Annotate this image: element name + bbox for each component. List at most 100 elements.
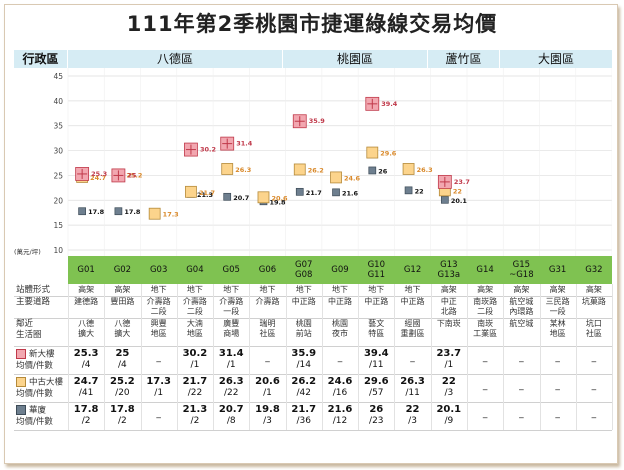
- legend-sublabel: 均價/件數: [16, 388, 53, 399]
- price-cell: 29.6/57: [358, 376, 394, 399]
- table-column-line: [249, 284, 251, 430]
- mid-point: [257, 191, 270, 204]
- table-cell: 中正路: [400, 297, 425, 306]
- station-code: G07 G08: [295, 260, 313, 280]
- price-value: 25.2: [110, 376, 135, 387]
- table-row: [14, 296, 612, 319]
- y-tick-label: 30: [53, 147, 63, 156]
- y-tick-label: 15: [53, 221, 63, 230]
- price-cell: 23.7/1: [431, 348, 467, 371]
- table-cell: 地下: [404, 285, 421, 294]
- apt-point: [78, 207, 86, 216]
- empty-cell: _: [482, 353, 488, 363]
- district-luzhu: 蘆竹區: [428, 50, 500, 68]
- row-label: 主要道路: [16, 297, 51, 307]
- price-cell: 21.7/22: [177, 376, 213, 399]
- mid-label: 20.6: [271, 194, 288, 202]
- table-cell: 下南崁: [436, 319, 461, 328]
- station-code: G31: [548, 265, 567, 275]
- price-cell: 25/4: [104, 348, 140, 371]
- apt-point: [440, 195, 449, 204]
- apt-point: [368, 166, 377, 175]
- price-cell: 30.2/1: [177, 348, 213, 371]
- mid-point: [366, 146, 379, 159]
- table-column-line: [430, 284, 432, 430]
- new-label: 39.4: [381, 100, 398, 108]
- price-count: /4: [81, 360, 91, 370]
- table-cell: 中正路: [364, 297, 389, 306]
- apt-point: [114, 207, 123, 216]
- mid-label: 24.6: [344, 174, 361, 182]
- table-row: [14, 374, 612, 403]
- mid-point: [148, 207, 161, 220]
- table-cell: 航空城: [509, 319, 534, 328]
- price-count: /2: [190, 416, 200, 426]
- table-cell: 三民路 一段: [545, 297, 570, 316]
- price-cell: 17.3/1: [141, 376, 177, 399]
- price-cell: 17.8/2: [68, 404, 104, 427]
- apt-label: 26: [378, 167, 388, 175]
- table-cell: 豐田路: [110, 297, 135, 306]
- legend-label: 中古大樓: [29, 377, 64, 388]
- table-cell: 南崁路 二段: [473, 297, 498, 316]
- apt-label: 20.1: [451, 197, 468, 205]
- y-tick-label: 35: [53, 122, 63, 131]
- price-cell: 21.6/12: [322, 404, 358, 427]
- price-cell: 19.8/3: [249, 404, 285, 427]
- mid-label: 24.7: [90, 174, 106, 182]
- y-tick-label: 10: [53, 246, 63, 255]
- table-column-line: [612, 284, 614, 430]
- station-code: G06: [258, 265, 277, 275]
- price-value: 25.3: [73, 348, 99, 359]
- page-title: 111年第2季桃園市捷運綠線交易均價: [126, 12, 498, 36]
- price-value: 30.2: [182, 348, 208, 359]
- price-value: 23.7: [436, 348, 462, 359]
- price-count: /23: [369, 416, 384, 426]
- price-count: /1: [263, 388, 272, 398]
- price-cell: 26.3/22: [213, 376, 249, 399]
- table-cell: 地下: [150, 285, 167, 294]
- station-code: G09: [331, 265, 349, 275]
- price-cell: 26.2/42: [286, 376, 322, 399]
- price-value: 21.7: [291, 404, 317, 415]
- mid-point: [221, 163, 234, 175]
- table-row: [14, 402, 612, 431]
- table-cell: 介壽路 二段: [146, 297, 171, 316]
- price-cell: 39.4/11: [358, 348, 394, 371]
- table-cell: 地下: [223, 285, 240, 294]
- empty-cell: _: [337, 353, 343, 363]
- apt-label: 17.8: [88, 208, 105, 216]
- row-label: 站體形式: [16, 285, 51, 295]
- price-cell: 20.6/1: [249, 376, 285, 399]
- price-cell: 20.7/8: [213, 404, 249, 427]
- empty-cell: _: [482, 409, 488, 419]
- mid-label: 26.2: [308, 166, 324, 174]
- new-label: 25.3: [91, 170, 107, 178]
- table-column-line: [176, 284, 178, 430]
- table-cell: 瑞明 社區: [259, 319, 276, 338]
- table-cell: 地下: [259, 285, 276, 294]
- new-label: 35.9: [309, 117, 326, 125]
- table-cell: 藝文 特區: [368, 319, 385, 338]
- price-count: /11: [369, 360, 384, 370]
- mid-label: 21.7: [199, 189, 215, 197]
- empty-cell: _: [156, 353, 161, 363]
- new-label: 25: [127, 171, 137, 179]
- mid-point: [330, 171, 342, 184]
- price-value: 24.7: [73, 376, 99, 387]
- price-value: 26.3: [218, 376, 244, 387]
- price-value: 17.8: [110, 404, 135, 415]
- legend-sublabel: 均價/件數: [16, 360, 53, 371]
- y-tick-label: 25: [53, 171, 63, 180]
- price-count: /9: [444, 416, 454, 426]
- table-row: [14, 284, 612, 297]
- table-cell: 中正路: [328, 297, 352, 306]
- empty-cell: _: [265, 353, 270, 363]
- legend-label: 華廈: [29, 405, 47, 416]
- price-count: /3: [263, 416, 272, 426]
- table-column-line: [321, 284, 323, 430]
- price-value: 20.6: [255, 376, 280, 387]
- price-cell: 20.1/9: [431, 404, 467, 427]
- station-code: G03: [149, 265, 168, 275]
- table-cell: 地下: [332, 285, 348, 294]
